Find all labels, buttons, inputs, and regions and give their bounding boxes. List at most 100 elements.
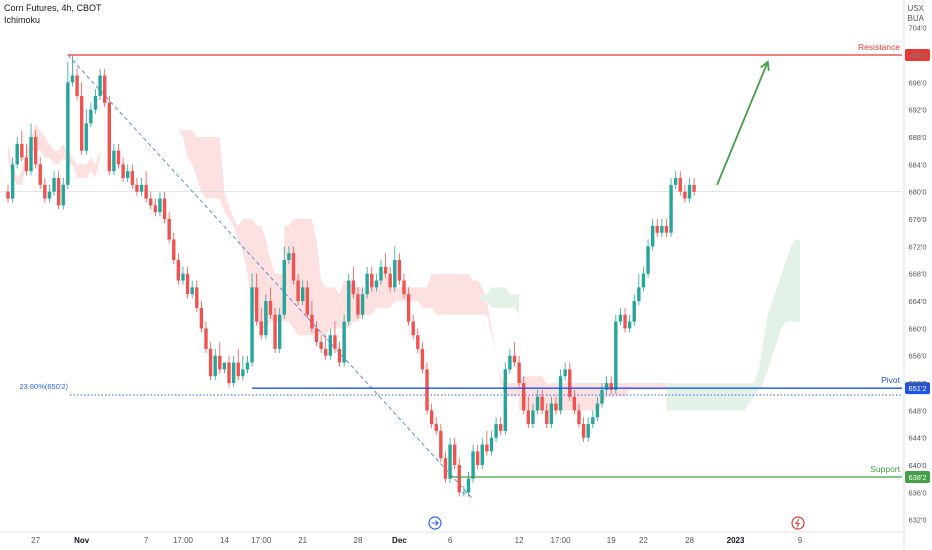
pivot-label: Pivot <box>881 375 901 385</box>
candle <box>526 410 531 425</box>
candle <box>139 184 144 192</box>
y-tick-label: 648'0 <box>908 406 926 415</box>
x-tick-label: 2023 <box>727 536 745 545</box>
x-tick-label: 28 <box>685 536 694 545</box>
candle <box>545 410 549 425</box>
y-tick-label: 684'0 <box>908 160 926 169</box>
candle <box>604 383 609 390</box>
resistance-price-label: 700'0 <box>908 51 926 60</box>
candle <box>33 137 38 165</box>
candle <box>360 294 365 315</box>
y-tick-label: 656'0 <box>908 352 926 361</box>
candle <box>319 342 323 349</box>
projection-arrow-head <box>760 60 770 71</box>
y-tick-label: 660'0 <box>908 324 926 333</box>
x-tick-label: 17:00 <box>551 536 572 545</box>
candle <box>98 75 102 97</box>
candle <box>540 396 544 411</box>
candle <box>558 376 563 411</box>
candle <box>466 478 471 493</box>
candle <box>416 335 420 349</box>
candle <box>84 123 88 151</box>
candle <box>241 369 245 377</box>
y-tick-label: 668'0 <box>908 270 926 279</box>
candle <box>56 178 61 206</box>
candle <box>287 253 291 261</box>
x-tick-label: 9 <box>798 536 803 545</box>
candle <box>531 410 535 425</box>
candle <box>176 260 181 281</box>
trend-line <box>67 54 474 500</box>
candle <box>277 314 282 349</box>
projection-arrow-line <box>716 61 769 186</box>
candle <box>692 184 696 192</box>
candle <box>250 287 254 363</box>
y-tick-label: 676'0 <box>908 215 926 224</box>
candle <box>300 287 305 302</box>
candle <box>199 307 204 329</box>
candle <box>374 280 379 288</box>
indicator-label: Ichimoku <box>4 15 41 25</box>
candle <box>227 362 231 384</box>
candle <box>443 458 448 479</box>
candle <box>641 273 646 288</box>
candle <box>167 219 171 240</box>
ichimoku-cloud-bullish-1 <box>666 239 800 411</box>
candle <box>480 444 484 466</box>
candle <box>370 273 374 288</box>
candle <box>457 465 461 493</box>
candle <box>471 451 475 479</box>
candle <box>126 171 130 179</box>
candle <box>52 178 56 192</box>
candle <box>264 301 268 336</box>
candle <box>618 314 623 322</box>
candle <box>121 164 125 179</box>
x-tick-label: 28 <box>354 536 363 545</box>
candle <box>282 260 286 315</box>
chart-title: Corn Futures, 4h, CBOT <box>4 3 102 13</box>
candle <box>687 184 692 199</box>
candle <box>222 362 227 370</box>
candle <box>268 301 273 315</box>
candle <box>218 355 222 370</box>
candle <box>112 150 116 172</box>
candle <box>259 321 263 336</box>
y-tick-label: 696'0 <box>908 78 926 87</box>
x-tick-label: 17:00 <box>251 536 272 545</box>
pivot-price-badge <box>905 382 930 395</box>
ichimoku-cloud-bearish-3 <box>404 273 520 397</box>
candle <box>503 369 508 431</box>
candle <box>38 164 42 185</box>
candle <box>79 96 84 151</box>
ichimoku-cloud-bullish-0 <box>477 287 520 315</box>
candle <box>356 294 360 315</box>
y-tick-label: 664'0 <box>908 297 926 306</box>
candle <box>162 198 167 220</box>
candle <box>10 164 15 199</box>
candle <box>522 383 526 411</box>
candle <box>655 225 659 233</box>
ichimoku-cloud-bearish-1 <box>178 130 285 329</box>
candle <box>383 266 388 274</box>
candle <box>397 260 402 281</box>
candle <box>333 335 337 349</box>
y-tick-label: 692'0 <box>908 106 926 115</box>
candle <box>135 184 139 192</box>
candle <box>158 198 162 213</box>
candle <box>475 451 480 466</box>
candle <box>393 260 397 288</box>
y-tick-label: 704'0 <box>908 24 926 33</box>
candle <box>273 314 277 349</box>
y-tick-label: 688'0 <box>908 133 926 142</box>
candle <box>452 444 457 466</box>
candle <box>664 225 669 233</box>
candle <box>245 362 250 370</box>
candle <box>213 355 217 377</box>
candle <box>149 198 153 206</box>
candle <box>181 273 185 281</box>
axis-unit-bushel: BUA <box>907 14 924 23</box>
fib-level-label: 23.60%(650'2) <box>19 382 68 391</box>
candle <box>172 239 176 261</box>
candle <box>683 191 687 199</box>
